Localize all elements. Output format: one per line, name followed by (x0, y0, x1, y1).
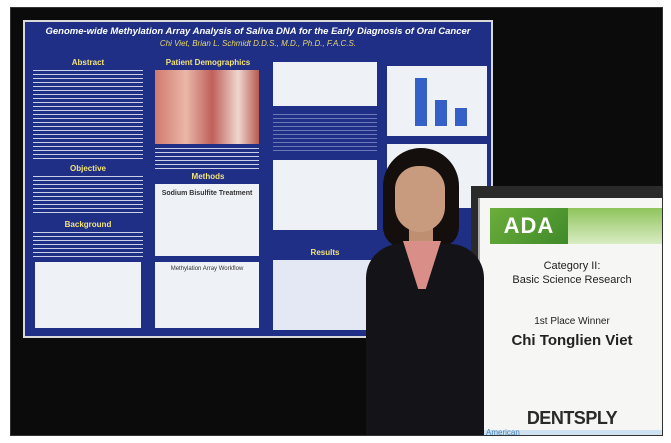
background-text (33, 232, 143, 258)
workflow-heading: Methylation Array Workflow (170, 266, 244, 272)
abstract-heading: Abstract (71, 58, 105, 67)
abstract-text (33, 70, 143, 160)
award-place: 1st Place Winner (534, 316, 610, 327)
results-heading: Results (310, 248, 340, 257)
dna-methylation-figure (35, 262, 141, 328)
bisulfite-panel: Sodium Bisulfite Treatment (155, 184, 259, 256)
pcr-panel (273, 62, 377, 106)
poster-authors: Chi Viet, Brian L. Schmidt D.D.S., M.D.,… (159, 39, 357, 48)
sponsor-logo: DENTSPLY (526, 408, 618, 428)
award-winner: Chi Tonglien Viet (511, 332, 633, 349)
photograph: Genome-wide Methylation Array Analysis o… (10, 7, 663, 436)
patient-photos (155, 70, 259, 144)
logo-swoosh (568, 208, 662, 244)
methods-heading: Methods (191, 172, 225, 181)
validation-flow-panel (273, 160, 377, 230)
quantification-text (273, 114, 377, 154)
ada-logo: ADA (490, 208, 568, 244)
objective-heading: Objective (69, 164, 106, 173)
background-heading: Background (64, 220, 112, 229)
objective-text (33, 176, 143, 216)
chart-bar (435, 100, 447, 126)
chart-bar (455, 108, 467, 126)
award-category: Category II: (543, 260, 601, 272)
ada-logo-text: ADA (503, 213, 555, 238)
footer-text: American (486, 428, 520, 436)
award-sign: ADA Category II: Basic Science Research … (478, 198, 662, 436)
demographics-heading: Patient Demographics (165, 58, 251, 67)
bisulfite-heading: Sodium Bisulfite Treatment (161, 190, 253, 197)
demographics-caption (155, 148, 259, 170)
person-face (395, 166, 445, 232)
results-table (273, 260, 377, 330)
chart-bar (415, 78, 427, 126)
poster-title: Genome-wide Methylation Array Analysis o… (45, 26, 471, 37)
footer-strip: American (480, 428, 662, 436)
results-bar-chart (387, 66, 487, 136)
workflow-panel: Methylation Array Workflow (155, 262, 259, 328)
award-subject: Basic Science Research (512, 274, 632, 286)
